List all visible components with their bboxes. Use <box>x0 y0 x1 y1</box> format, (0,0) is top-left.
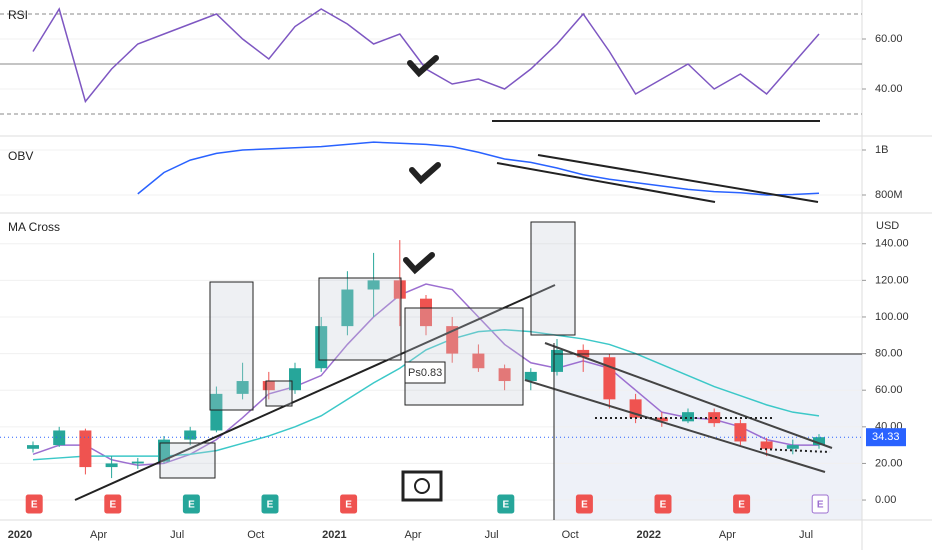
candle-body <box>184 430 197 440</box>
x-tick-label: Apr <box>90 529 107 541</box>
x-tick-label: 2022 <box>637 529 661 541</box>
annotation-box <box>404 361 446 384</box>
axis-unit: USD <box>876 220 899 232</box>
trend-line <box>537 154 819 203</box>
earnings-badge <box>182 494 200 514</box>
earnings-badge <box>340 494 358 514</box>
earnings-label: E <box>738 500 745 511</box>
pane-title: MA Cross <box>8 220 60 234</box>
y-tick-label: 20.00 <box>875 457 903 469</box>
earnings-label: E <box>109 500 116 511</box>
y-tick-label: 100.00 <box>875 311 909 323</box>
candle-body <box>158 439 170 462</box>
x-tick-label: 2021 <box>322 529 346 541</box>
candle-body <box>524 371 537 382</box>
drawings <box>74 55 862 520</box>
earnings-label: E <box>660 500 667 511</box>
y-tick-label: 0.00 <box>875 494 896 506</box>
earnings-label: E <box>345 500 352 511</box>
y-tick-label: 60.00 <box>875 33 903 45</box>
box <box>530 221 576 336</box>
candle-body <box>315 326 328 369</box>
y-tick-label: 140.00 <box>875 238 909 250</box>
candle-body <box>105 463 118 468</box>
box <box>404 307 524 406</box>
earnings-badge <box>575 494 593 514</box>
y-tick-label: 800M <box>875 189 903 201</box>
series-line <box>137 141 820 196</box>
candle-body <box>131 461 144 464</box>
channel-line <box>524 379 826 473</box>
earnings-badge <box>811 494 829 514</box>
earnings-label: E <box>817 500 824 511</box>
money-icon <box>401 470 443 502</box>
box <box>265 380 293 407</box>
y-tick-label: 120.00 <box>875 274 909 286</box>
y-tick-label: 80.00 <box>875 347 903 359</box>
checkmark <box>407 55 439 78</box>
y-tick-label: 1B <box>875 144 888 156</box>
candle-body <box>498 368 511 382</box>
trend-line <box>74 284 556 501</box>
candle-body <box>551 349 563 372</box>
candle-body <box>813 437 825 446</box>
x-tick-label: Oct <box>562 529 579 541</box>
candle-body <box>53 430 66 446</box>
candle-body <box>262 381 275 391</box>
earnings-label: E <box>581 500 588 511</box>
candle-body <box>420 298 432 327</box>
candle-body <box>393 280 406 299</box>
x-tick-label: Jul <box>485 529 499 541</box>
candle-body <box>472 353 485 369</box>
earnings-badge <box>733 494 751 514</box>
candle-body <box>603 357 616 400</box>
checkmark <box>403 252 435 275</box>
candle-body <box>79 430 92 468</box>
money-icon-coin <box>414 478 430 494</box>
last-price-label: 34.33 <box>872 431 900 443</box>
channel-line <box>544 342 833 449</box>
earnings-label: E <box>267 500 274 511</box>
x-tick-label: Apr <box>404 529 421 541</box>
box <box>159 442 216 479</box>
pane-title: RSI <box>8 8 28 22</box>
earnings-badge <box>104 494 122 514</box>
candle-body <box>760 441 773 449</box>
earnings-badge <box>497 494 515 514</box>
dotted-level <box>759 448 831 453</box>
earnings-badge <box>654 494 672 514</box>
y-tick-label: 60.00 <box>875 384 903 396</box>
x-tick-label: Jul <box>799 529 813 541</box>
candle-body <box>236 381 249 394</box>
x-tick-label: Apr <box>719 529 736 541</box>
box <box>209 281 254 411</box>
checkmark <box>409 162 441 185</box>
earnings-badge <box>25 494 43 514</box>
candle-body <box>341 289 354 327</box>
box <box>318 277 402 361</box>
candle-body <box>734 423 747 442</box>
trend-line <box>496 162 716 203</box>
candle-body <box>786 445 799 449</box>
x-tick-label: 2020 <box>8 529 32 541</box>
earnings-label: E <box>31 500 38 511</box>
candle-body <box>27 445 39 449</box>
candle-body <box>367 280 380 290</box>
candle-body <box>210 393 223 431</box>
earnings-label: E <box>502 500 509 511</box>
pane-title: OBV <box>8 149 33 163</box>
last-price-box <box>866 428 906 447</box>
y-tick-label: 40.00 <box>875 83 903 95</box>
x-tick-label: Jul <box>170 529 184 541</box>
x-tick-label: Oct <box>247 529 264 541</box>
annotation: Ps0.83 <box>408 367 442 379</box>
candle-body <box>708 412 721 424</box>
candle-body <box>682 412 694 422</box>
candle-body <box>655 417 668 422</box>
earnings-label: E <box>188 500 195 511</box>
earnings-badge <box>261 494 279 514</box>
series-line <box>32 7 820 104</box>
